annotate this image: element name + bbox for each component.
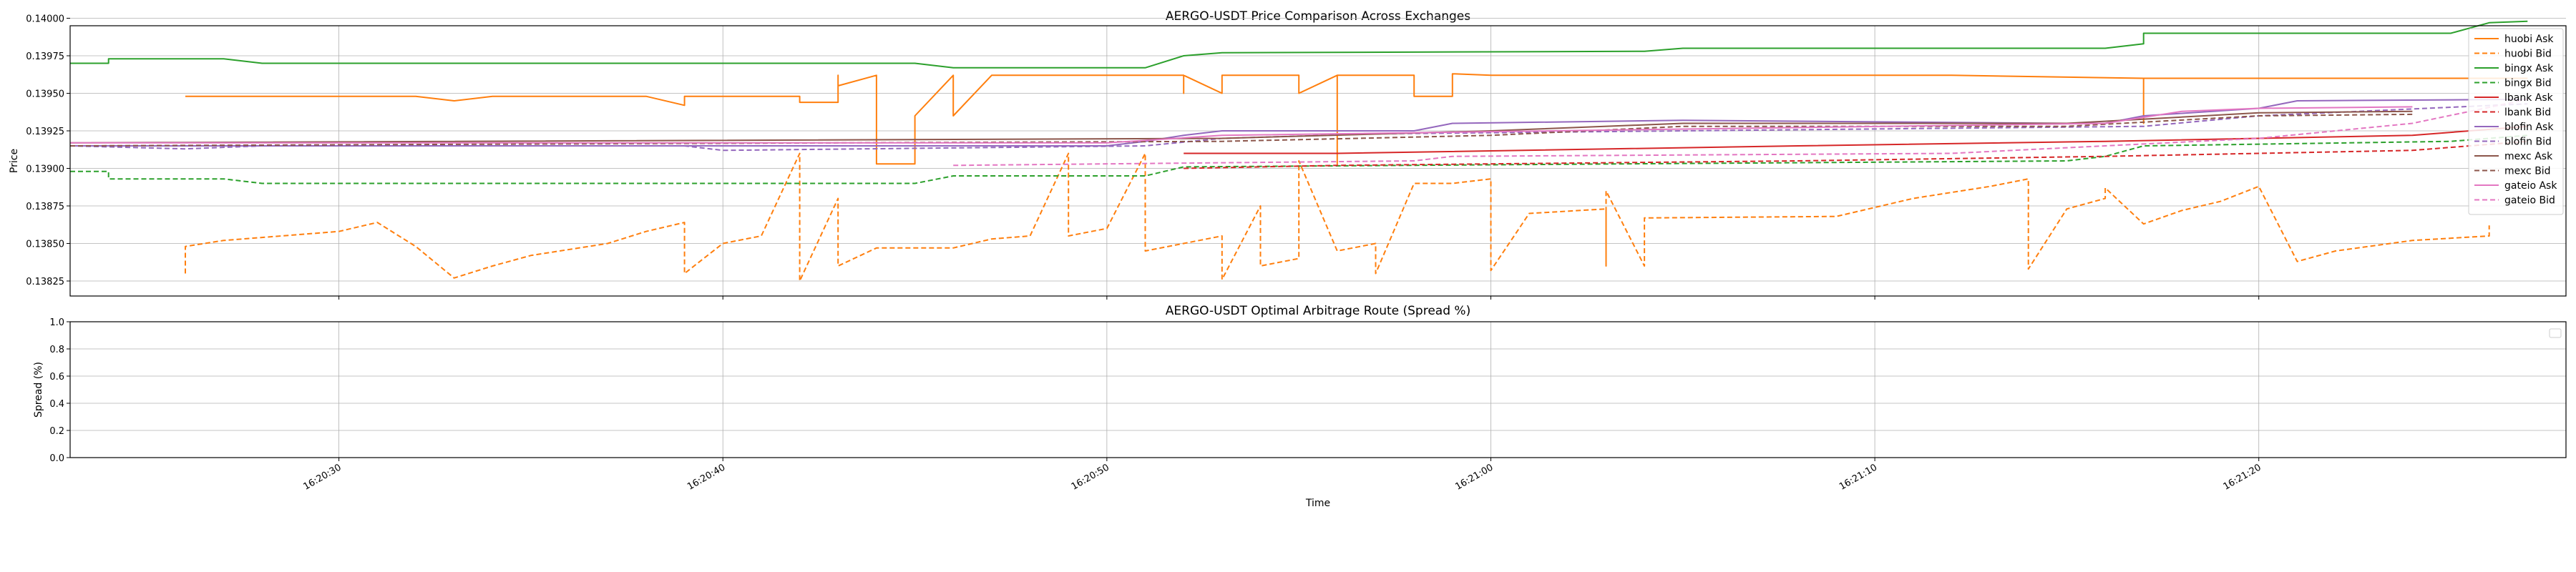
series-line-mexc-ask [69, 110, 2413, 144]
series-line-gateio-bid [953, 98, 2528, 167]
price-chart-legend: huobi Ask huobi Bid bingx Ask bingx Bid lban… [2468, 28, 2564, 215]
x-tick-label: 16:20:50 [1070, 462, 1111, 492]
spread-y-tick-label: 0.4 [49, 399, 64, 410]
price-chart-series [69, 20, 2528, 282]
price-chart-title: AERGO-USDT Price Comparison Across Excha… [1166, 9, 1470, 24]
legend-label: huobi Bid [2504, 49, 2552, 60]
legend-label: huobi Ask [2504, 34, 2554, 45]
spread-chart-x-label: Time [1305, 498, 1330, 509]
series-line-blofin-ask [70, 98, 2528, 147]
spread-chart-y-label: Spread (%) [33, 362, 44, 418]
legend-label: lbank Bid [2504, 107, 2551, 119]
series-line-huobi-bid [185, 152, 2490, 282]
spread-chart-y-ticks: 0.0 0.2 0.4 0.6 0.8 1.0 [49, 317, 70, 464]
x-tick-label: 16:20:40 [686, 462, 727, 492]
series-line-bingx-bid [70, 134, 2528, 184]
legend-label: lbank Ask [2504, 92, 2554, 104]
x-tick-label: 16:21:20 [2222, 462, 2263, 492]
legend-label: mexc Bid [2504, 166, 2551, 177]
price-y-tick-label: 0.14000 [26, 14, 64, 25]
price-y-tick-label: 0.13825 [26, 277, 64, 287]
price-y-tick-label: 0.13950 [26, 89, 64, 100]
legend-label: mexc Ask [2504, 151, 2553, 162]
price-comparison-chart: AERGO-USDT Price Comparison Across Excha… [9, 9, 2567, 300]
legend-label: blofin Bid [2504, 137, 2552, 148]
legend-label: bingx Ask [2504, 63, 2554, 74]
price-y-tick-label: 0.13900 [26, 164, 64, 175]
series-line-huobi-ask [185, 73, 2528, 165]
spread-chart-grid [70, 321, 2566, 461]
price-y-tick-label: 0.13875 [26, 202, 64, 212]
legend-label: blofin Ask [2504, 122, 2554, 133]
spread-y-tick-label: 0.0 [49, 453, 64, 464]
spread-y-tick-label: 0.2 [49, 426, 64, 437]
spread-y-tick-label: 0.6 [49, 372, 64, 383]
spread-chart-title: AERGO-USDT Optimal Arbitrage Route (Spre… [1166, 304, 1470, 318]
series-line-lbank-bid [1184, 140, 2528, 169]
spread-y-tick-label: 0.8 [49, 345, 64, 355]
price-y-tick-label: 0.13850 [26, 240, 64, 250]
x-tick-label: 16:20:30 [302, 462, 343, 492]
spread-y-tick-label: 1.0 [49, 317, 64, 328]
series-line-bingx-ask [70, 20, 2528, 69]
spread-chart-frame [69, 321, 2567, 458]
price-y-tick-label: 0.13925 [26, 127, 64, 137]
empty-legend-box [2549, 328, 2562, 338]
legend-label: gateio Ask [2504, 180, 2557, 192]
series-line-mexc-bid [69, 113, 2413, 147]
arbitrage-spread-chart: AERGO-USDT Optimal Arbitrage Route (Spre… [33, 304, 2567, 509]
series-line-lbank-ask [1184, 125, 2528, 154]
price-chart-grid [70, 18, 2566, 300]
legend-label: gateio Bid [2504, 195, 2555, 207]
x-tick-label: 16:21:10 [1838, 462, 1879, 492]
price-chart-y-label: Price [9, 149, 20, 173]
legend-box [2468, 28, 2564, 215]
price-chart-frame [69, 25, 2567, 297]
x-tick-label: 16:21:00 [1453, 462, 1495, 492]
series-line-gateio-ask [70, 106, 2413, 144]
price-chart-y-ticks: 0.13825 0.13850 0.13875 0.13900 0.13925 0.139… [26, 14, 70, 287]
price-y-tick-label: 0.13975 [26, 51, 64, 62]
legend-label: bingx Bid [2504, 78, 2552, 89]
spread-chart-x-ticks: 16:20:30 16:20:40 16:20:50 16:21:00 16:21:10… [302, 462, 2263, 492]
